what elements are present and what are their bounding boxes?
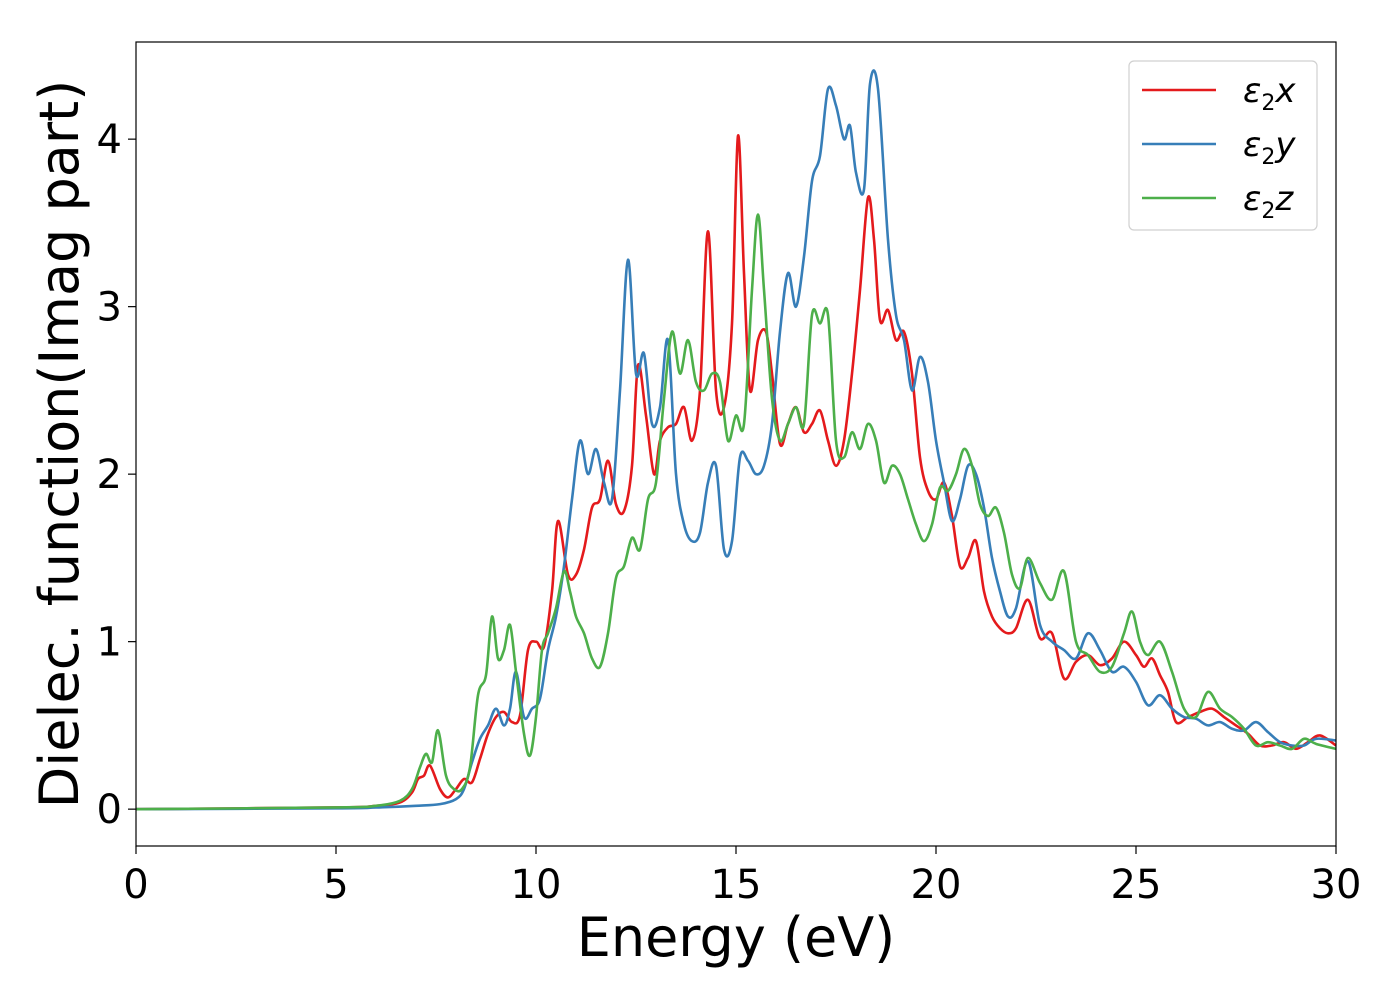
x-tick-label: 5 [323, 862, 348, 908]
series-line-z [135, 213, 1337, 811]
x-tick-label: 15 [711, 862, 762, 908]
y-tick-label: 0 [97, 787, 122, 833]
x-tick-label: 30 [1311, 862, 1362, 908]
x-tick-label: 0 [123, 862, 148, 908]
x-tick-label: 10 [511, 862, 562, 908]
legend-label-x: ε2x [1243, 71, 1296, 116]
x-tick-label: 20 [911, 862, 962, 908]
legend-label-z: ε2z [1243, 179, 1294, 224]
series-layer [135, 69, 1337, 811]
y-tick-label: 4 [97, 117, 122, 163]
y-axis-ticks: 0 1 2 3 4 [97, 117, 136, 833]
x-axis-ticks: 0 5 10 15 20 25 30 [123, 846, 1361, 908]
y-tick-label: 3 [97, 285, 122, 331]
legend-label-y: ε2y [1243, 125, 1296, 170]
y-tick-label: 2 [97, 452, 122, 498]
legend-box [1128, 60, 1318, 231]
x-tick-label: 25 [1111, 862, 1162, 908]
series-line-x [135, 134, 1337, 811]
y-axis-label: Dielec. function(Imag part) [28, 80, 91, 809]
x-axis-label: Energy (eV) [577, 906, 896, 969]
legend: ε2x ε2y ε2z [1128, 60, 1318, 231]
series-line-y [135, 69, 1337, 811]
y-tick-label: 1 [97, 620, 122, 666]
